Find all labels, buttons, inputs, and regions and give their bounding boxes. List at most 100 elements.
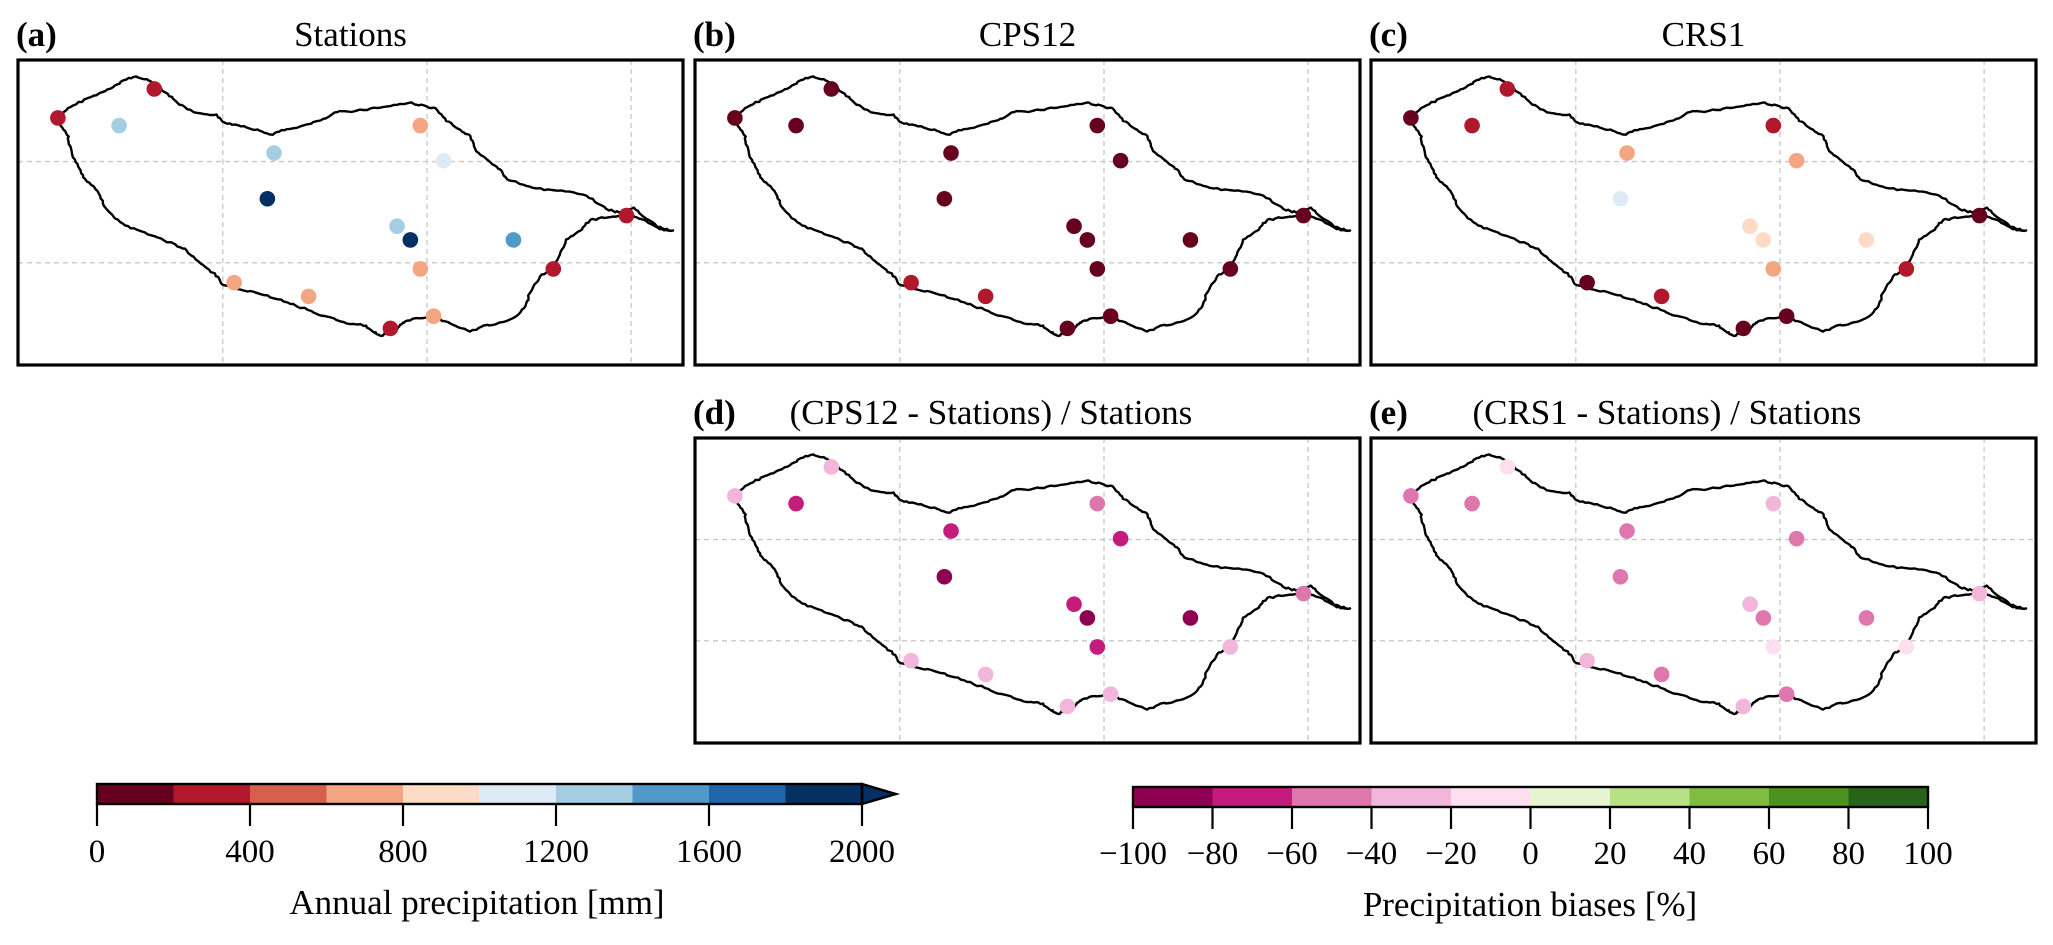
station-point <box>936 568 953 585</box>
colorbar-segment <box>556 784 633 804</box>
station-point <box>1464 495 1480 512</box>
station-point <box>1579 652 1595 669</box>
station-point <box>943 145 959 161</box>
station-point <box>727 488 743 504</box>
colorbar-bias: −100 −80 −60 −40 −20 0 20 40 60 80 100 Precipitatio… <box>1099 785 1953 924</box>
station-point <box>505 232 522 248</box>
station-point <box>1612 190 1629 207</box>
station-point <box>903 652 919 669</box>
station-point <box>1579 274 1595 291</box>
station-point <box>1898 639 1915 655</box>
station-point <box>259 190 276 207</box>
station-point <box>1619 145 1635 161</box>
panel-frame <box>1369 58 2038 367</box>
colorbar-tick-label: −80 <box>1187 836 1239 872</box>
colorbar-tick-label: 20 <box>1594 836 1627 872</box>
station-point <box>1735 698 1752 715</box>
station-point <box>1499 459 1516 475</box>
station-point <box>1778 308 1795 325</box>
colorbar-tick-label: 800 <box>378 834 428 870</box>
station-point <box>1898 261 1915 277</box>
panel-b: (b) CPS12 <box>693 15 1362 367</box>
station-point <box>1619 523 1635 539</box>
station-point <box>1778 686 1795 702</box>
station-point <box>300 288 317 305</box>
station-point <box>1112 152 1129 169</box>
station-point <box>1182 610 1199 626</box>
panel-label: (c) <box>1369 15 1408 54</box>
colorbar-tick-label: 100 <box>1903 836 1953 872</box>
colorbar-tick-label: 1200 <box>523 834 589 870</box>
station-point <box>1112 530 1129 547</box>
panel-label: (e) <box>1369 393 1408 432</box>
station-point <box>50 110 66 126</box>
colorbar-segment <box>326 784 404 804</box>
colorbar-tick-label: 400 <box>225 834 275 870</box>
colorbar-segment <box>1769 787 1849 807</box>
colorbar-tick-label: 2000 <box>829 834 895 870</box>
colorbar-segment <box>1530 787 1611 807</box>
station-point <box>1089 639 1106 655</box>
station-point <box>1735 320 1752 337</box>
colorbar-tick-label: 0 <box>89 834 106 870</box>
station-point <box>1059 698 1076 715</box>
station-point <box>1971 585 1988 602</box>
station-point <box>1858 610 1875 626</box>
colorbar-segment <box>173 784 251 804</box>
station-point <box>1612 568 1629 585</box>
colorbar-segment <box>1451 787 1531 807</box>
colorbar-tick-label: −100 <box>1099 836 1167 872</box>
station-point <box>1653 288 1670 305</box>
station-point <box>1765 261 1782 277</box>
station-point <box>936 190 953 207</box>
colorbar-tick-label: 1600 <box>676 834 742 870</box>
station-point <box>1222 639 1239 655</box>
colorbar-segment <box>1292 787 1372 807</box>
colorbar-tick-label: −40 <box>1346 836 1398 872</box>
colorbar-extend-arrow <box>860 782 901 806</box>
station-point <box>788 495 804 512</box>
station-point <box>618 207 635 224</box>
colorbar-segment <box>1371 787 1452 807</box>
station-point <box>977 288 994 305</box>
station-point <box>111 117 127 134</box>
station-point <box>1765 495 1782 512</box>
station-point <box>1182 232 1199 248</box>
colorbar-tick-label: 0 <box>1522 836 1539 872</box>
station-point <box>1079 232 1096 248</box>
station-point <box>1079 610 1096 626</box>
colorbar-tick-label: 80 <box>1832 836 1865 872</box>
colorbar-segment <box>97 784 174 804</box>
coastline <box>732 75 1352 338</box>
station-point <box>402 232 419 248</box>
colorbar-label: Precipitation biases [%] <box>1363 885 1697 924</box>
colorbar-tick-label: −60 <box>1266 836 1318 872</box>
coastline <box>1408 75 2028 338</box>
station-point <box>1089 261 1106 277</box>
colorbar-segment <box>1133 787 1213 807</box>
station-point <box>943 523 959 539</box>
station-point <box>1464 117 1480 134</box>
station-point <box>425 308 442 325</box>
colorbar-tick-label: 40 <box>1673 836 1706 872</box>
station-point <box>266 145 282 161</box>
panel-a: (a) Stations <box>16 15 685 367</box>
station-point <box>412 261 429 277</box>
colorbar-precip: 0 400 800 1200 1600 2000 Annual precipitation … <box>89 782 901 922</box>
station-point <box>1755 232 1772 248</box>
colorbar-label: Annual precipitation [mm] <box>289 883 664 922</box>
station-point <box>1102 308 1119 325</box>
station-point <box>1742 218 1758 235</box>
colorbar-segment <box>632 784 710 804</box>
colorbar-segment <box>709 784 786 804</box>
station-point <box>1765 639 1782 655</box>
colorbar-tick-label: −20 <box>1425 836 1477 872</box>
coastline <box>1408 453 2028 716</box>
panel-c: (c) CRS1 <box>1369 15 2038 367</box>
colorbar-segment <box>403 784 480 804</box>
station-point <box>1742 596 1758 613</box>
station-point <box>389 218 405 235</box>
station-point <box>1295 207 1312 224</box>
